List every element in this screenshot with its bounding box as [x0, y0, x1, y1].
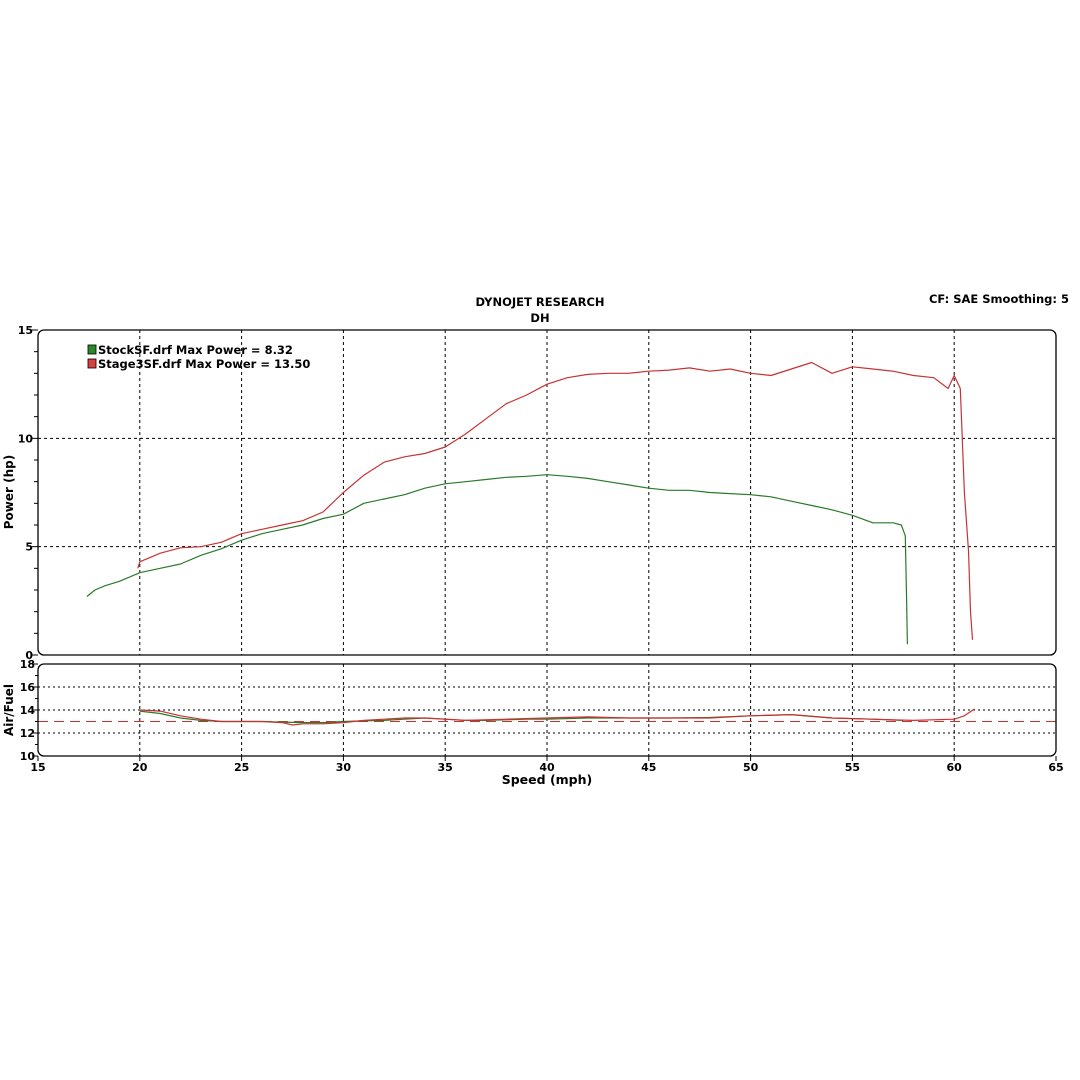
power-series: [86, 361, 974, 645]
x-tick-label-45: 45: [641, 761, 656, 774]
x-tick-label-25: 25: [234, 761, 249, 774]
legend-swatch-stock: [87, 344, 97, 355]
airfuel-y-tick-label-18: 18: [20, 658, 35, 671]
power-y-tick-label-10: 10: [18, 432, 34, 445]
x-tick-label-50: 50: [743, 761, 759, 774]
power-line-stock: [86, 474, 908, 645]
correction-info: CF: SAE Smoothing: 5: [929, 292, 1069, 306]
airfuel-y-tick-label-14: 14: [20, 704, 36, 717]
airfuel-panel: 10 12 14 16 18 Air/Fuel: [2, 658, 1057, 763]
legend-item-stage3: Stage3SF.drf Max Power = 13.50: [87, 357, 310, 371]
x-tick-label-20: 20: [132, 761, 148, 774]
power-panel-frame: [37, 329, 1057, 656]
x-axis-label: Speed (mph): [502, 772, 593, 787]
x-tick-label-65: 65: [1048, 761, 1063, 774]
airfuel-grid: [38, 664, 1056, 756]
airfuel-line-stock: [139, 710, 904, 724]
power-y-axis-label: Power (hp): [2, 455, 16, 529]
airfuel-y-tick-label-16: 16: [20, 681, 36, 694]
chart-title: DYNOJET RESEARCH: [475, 295, 604, 309]
legend-swatch-stage3: [87, 358, 97, 369]
power-y-tick-label-5: 5: [25, 541, 33, 554]
airfuel-y-ticks: 10 12 14 16 18: [20, 658, 38, 763]
airfuel-line-stage3: [139, 708, 975, 726]
x-tick-label-60: 60: [947, 761, 963, 774]
x-tick-label-35: 35: [438, 761, 453, 774]
airfuel-series: [139, 708, 975, 726]
airfuel-y-tick-label-10: 10: [20, 750, 36, 763]
x-tick-label-15: 15: [30, 761, 45, 774]
x-tick-label-40: 40: [539, 761, 555, 774]
x-tick-label-30: 30: [336, 761, 352, 774]
airfuel-y-tick-label-12: 12: [20, 727, 35, 740]
legend-label-stage3: Stage3SF.drf Max Power = 13.50: [98, 357, 310, 371]
x-axis-ticks: 15 20 25 30 35 40 45 50 55 60 65: [30, 756, 1064, 774]
power-y-tick-label-15: 15: [18, 324, 33, 337]
x-tick-label-55: 55: [845, 761, 860, 774]
legend-label-stock: StockSF.drf Max Power = 8.32: [98, 343, 293, 357]
power-panel: 0 5 10 15 Power (hp) StockSF.drf Max Power …: [2, 324, 1057, 662]
power-y-tick-label-0: 0: [25, 649, 33, 662]
airfuel-y-axis-label: Air/Fuel: [2, 684, 16, 736]
power-y-ticks: 0 5 10 15: [18, 324, 38, 662]
legend-item-stock: StockSF.drf Max Power = 8.32: [87, 343, 293, 357]
power-grid: [38, 330, 1056, 655]
legend: StockSF.drf Max Power = 8.32 Stage3SF.dr…: [87, 343, 310, 371]
power-line-stage3: [137, 361, 974, 640]
chart-subtitle: DH: [530, 311, 549, 325]
